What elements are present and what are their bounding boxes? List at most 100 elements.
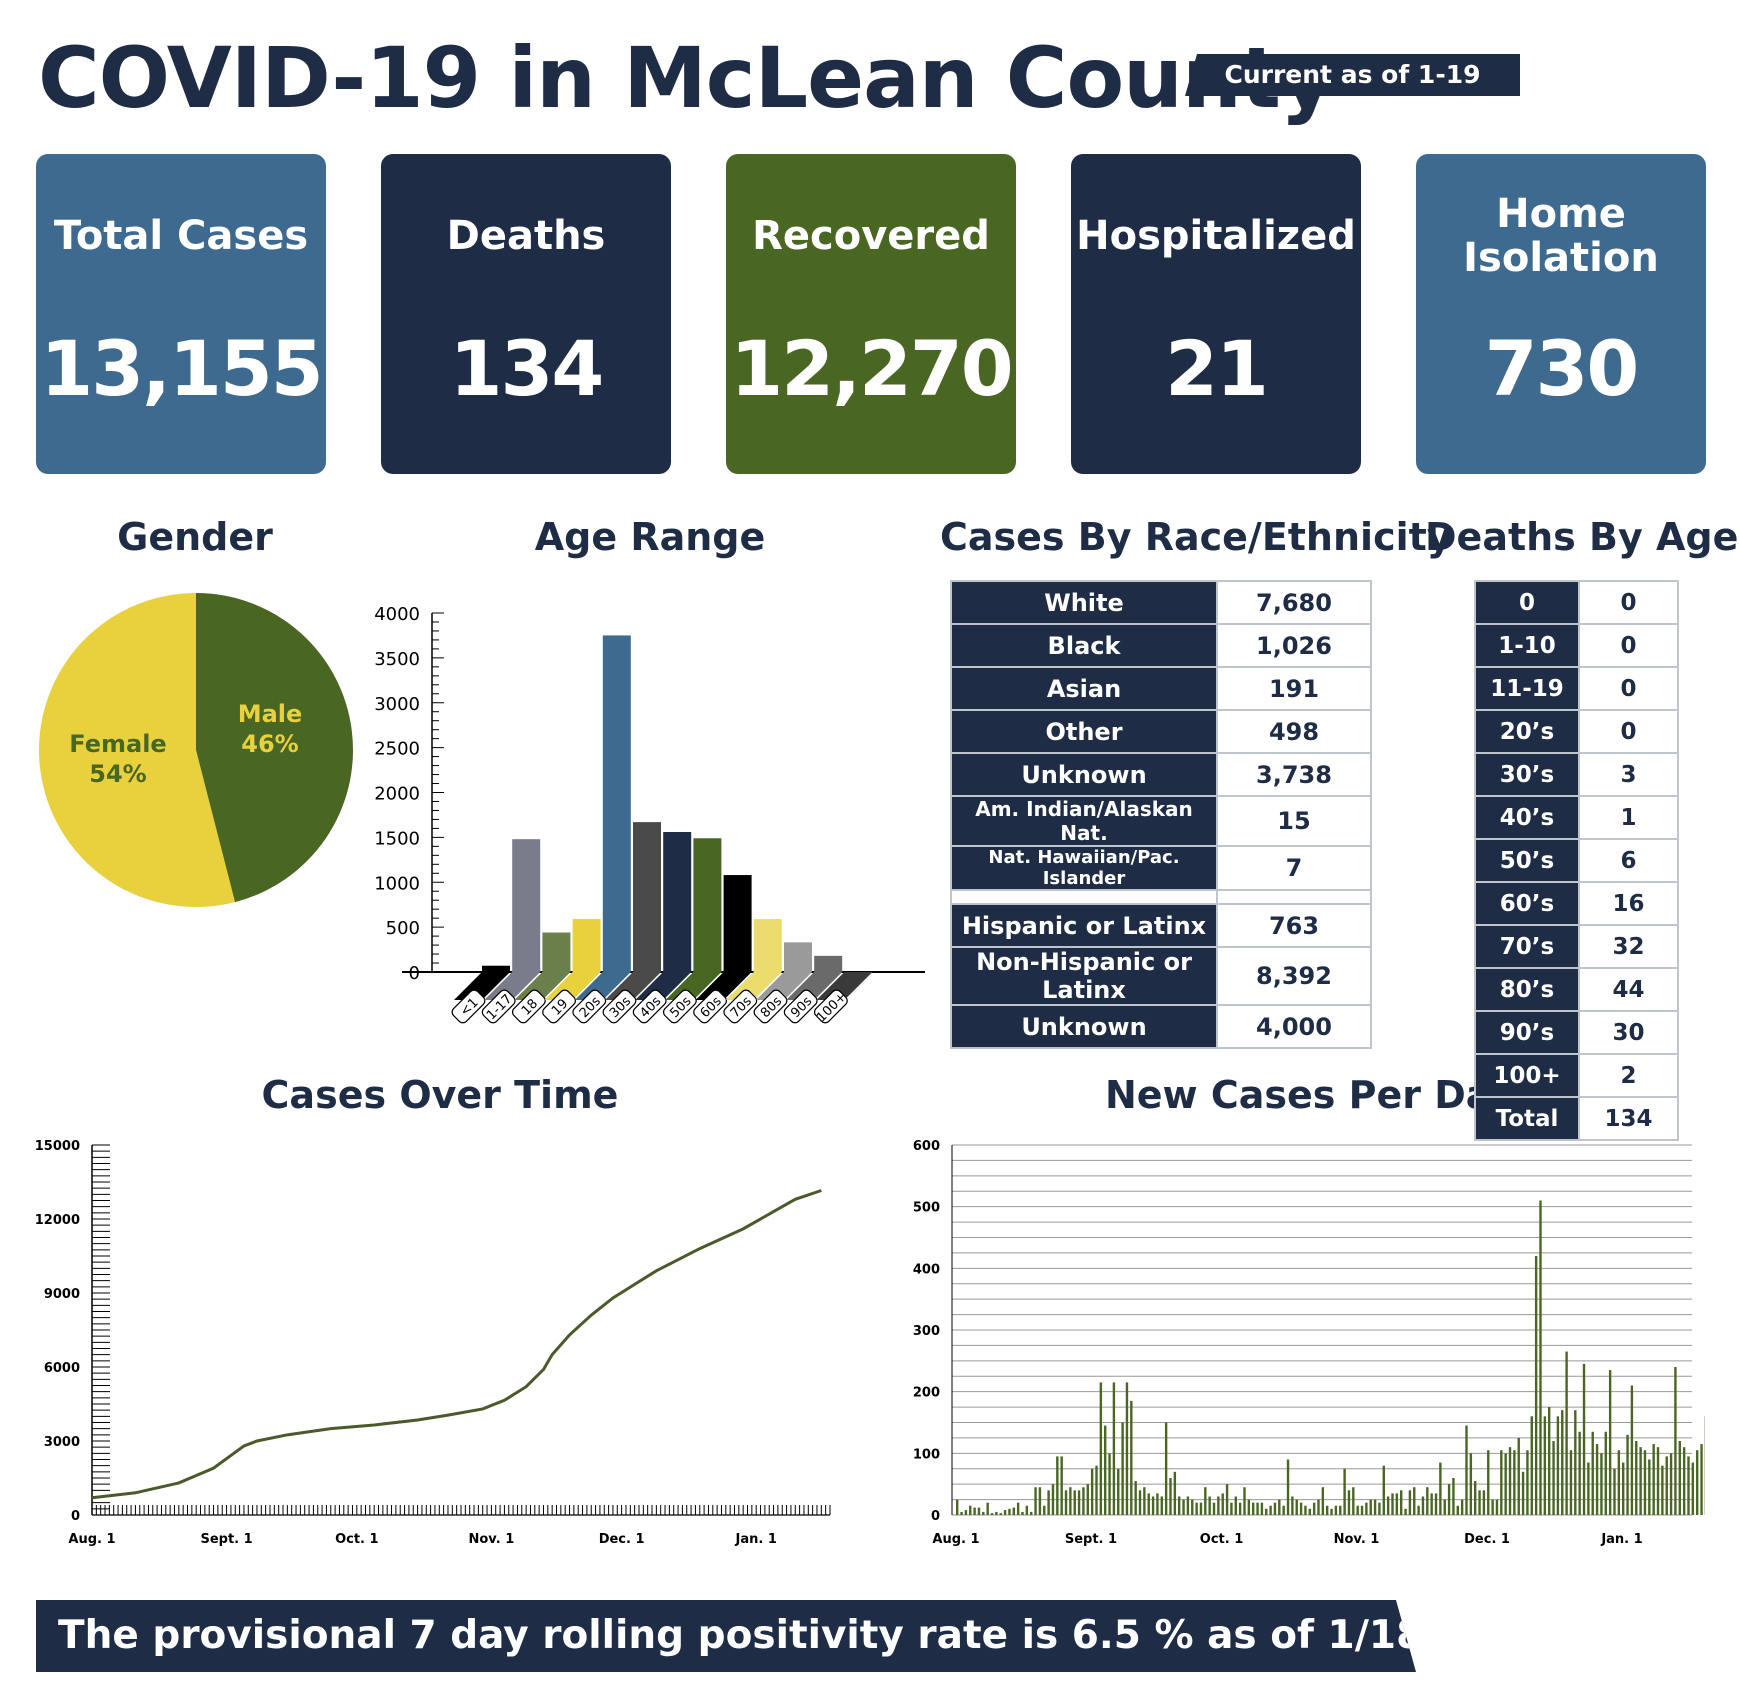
daily-bar	[1012, 1507, 1015, 1515]
daily-bar	[1234, 1496, 1237, 1515]
daily-bar	[1661, 1465, 1664, 1515]
daily-bar	[1465, 1425, 1468, 1515]
daily-bar	[1077, 1490, 1081, 1515]
daily-bar	[1143, 1487, 1146, 1515]
daily-bar	[995, 1511, 998, 1515]
death-count: 2	[1578, 1053, 1679, 1098]
positivity-text: The provisional 7 day rolling positivity…	[58, 1613, 1561, 1658]
daily-bar	[1430, 1493, 1433, 1515]
daily-bar	[1656, 1447, 1660, 1515]
y-tick-label: 400	[913, 1262, 940, 1277]
age-tick-box	[572, 989, 607, 1024]
daily-bar	[1160, 1496, 1163, 1515]
daily-bar	[1604, 1431, 1607, 1515]
age-tick-box	[602, 989, 637, 1024]
age-tick-box	[481, 989, 516, 1024]
age-bar-20s	[602, 635, 631, 972]
daily-bar	[1221, 1493, 1224, 1515]
stat-value: 134	[449, 324, 605, 413]
x-tick-label: Sept. 1	[1065, 1532, 1117, 1547]
ethnicity-label: Hispanic or Latinx	[950, 903, 1218, 948]
daily-bar	[1343, 1468, 1346, 1515]
daily-bar	[1517, 1437, 1520, 1515]
age-tab	[574, 972, 631, 1000]
daily-bar	[1635, 1441, 1638, 1515]
age-label: 90’s	[1474, 1010, 1580, 1055]
daily-bar	[1478, 1490, 1481, 1515]
daily-bar	[1639, 1447, 1642, 1515]
daily-bar	[1352, 1487, 1355, 1515]
y-tick-label: 4000	[374, 604, 420, 625]
daily-bar	[1030, 1511, 1033, 1515]
daily-bar	[1021, 1511, 1024, 1515]
daily-bar	[1125, 1382, 1129, 1515]
daily-bar	[1561, 1410, 1564, 1515]
daily-bar	[1400, 1490, 1403, 1515]
daily-bar	[1043, 1505, 1046, 1515]
daily-bar	[1317, 1499, 1320, 1515]
daily-bar	[1195, 1502, 1198, 1515]
daily-bar	[1182, 1499, 1185, 1515]
recovered-card: Recovered 12,270	[726, 154, 1016, 474]
daily-bar	[1382, 1465, 1385, 1515]
age-bar-80s	[784, 942, 812, 972]
daily-bar	[1308, 1508, 1311, 1515]
age-tab	[695, 972, 752, 1000]
age-tick-box	[662, 989, 697, 1024]
ethnicity-label: Non-Hispanic or Latinx	[950, 946, 1218, 1006]
daily-bar	[1147, 1493, 1150, 1515]
daily-bar	[1504, 1453, 1507, 1515]
daily-bar	[1069, 1487, 1072, 1515]
new-cases-per-day-chart: 0 100 200 300 400 500 600 Aug. 1 Sept. 1 Oct. 1 No…	[913, 1139, 1705, 1547]
death-count: 1	[1578, 795, 1679, 840]
y-tick-label: 15000	[35, 1139, 80, 1154]
daily-bar	[1595, 1444, 1599, 1515]
x-tick-label: Oct. 1	[335, 1532, 378, 1547]
y-tick-label: 500	[386, 918, 420, 939]
daily-bar	[1025, 1505, 1029, 1515]
table-row: Asian 191	[950, 666, 1372, 711]
age-label: 20’s	[1474, 709, 1580, 754]
table-row: 100+ 2	[1474, 1053, 1679, 1098]
daily-bar	[1356, 1505, 1359, 1515]
daily-bar	[1003, 1510, 1007, 1515]
daily-bar	[1278, 1499, 1281, 1515]
stat-label: Recovered	[752, 213, 990, 259]
age-tick-box	[723, 989, 758, 1024]
race-label: Other	[950, 709, 1218, 754]
daily-bar	[1130, 1400, 1133, 1515]
daily-bar	[1369, 1499, 1372, 1515]
daily-bar	[1112, 1382, 1116, 1515]
ethnicity-value: 8,392	[1216, 946, 1372, 1006]
daily-bar	[1286, 1459, 1290, 1515]
ethnicity-value: 4,000	[1216, 1004, 1372, 1049]
pie-label-female: Female	[69, 730, 166, 758]
daily-bar	[1404, 1508, 1407, 1515]
daily-bar	[1334, 1505, 1338, 1515]
age-tab	[635, 972, 692, 1000]
age-tab	[605, 972, 661, 1000]
daily-bar	[977, 1507, 981, 1515]
cases-line	[91, 1189, 822, 1500]
table-row: Am. Indian/Alaskan Nat. 15	[950, 795, 1372, 847]
race-label: Nat. Hawaiian/Pac. Islander	[950, 845, 1218, 891]
gender-title: Gender	[117, 515, 273, 559]
daily-bar	[960, 1511, 963, 1515]
y-tick-label: 200	[913, 1386, 940, 1401]
daily-bar	[1090, 1468, 1094, 1515]
race-value: 3,738	[1216, 752, 1372, 797]
daily-bar	[1587, 1462, 1590, 1515]
age-tick-box	[783, 989, 818, 1024]
age-bar-<1	[482, 965, 510, 972]
daily-bar	[1186, 1496, 1190, 1515]
table-row: Unknown 3,738	[950, 752, 1372, 797]
new-cases-title: New Cases Per Day	[1104, 1073, 1516, 1117]
x-tick-label: Aug. 1	[68, 1532, 115, 1547]
daily-bar	[1378, 1502, 1381, 1515]
age-tab	[514, 972, 571, 1000]
daily-bar	[1269, 1505, 1272, 1515]
age-label: 40’s	[1474, 795, 1580, 840]
daily-bar	[1243, 1487, 1246, 1515]
table-row: 40’s 1	[1474, 795, 1679, 840]
